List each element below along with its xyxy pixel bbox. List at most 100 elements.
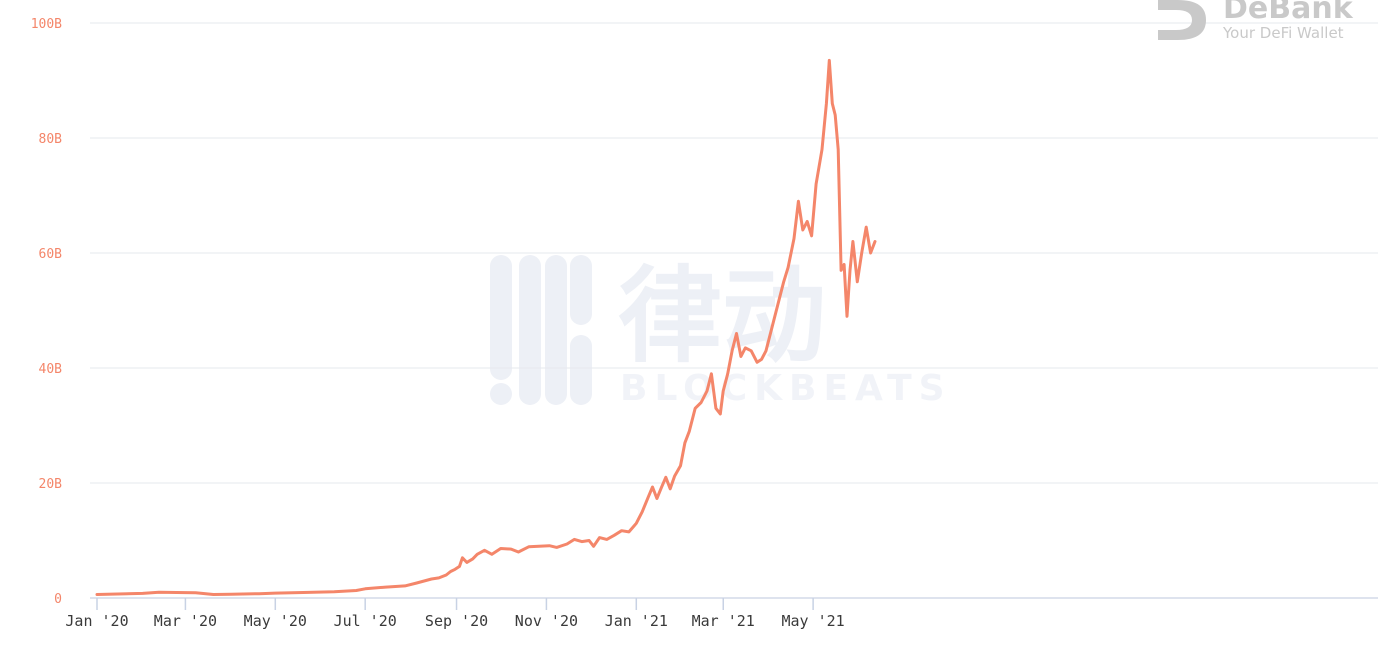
data-point bbox=[333, 590, 335, 592]
data-point bbox=[852, 240, 854, 242]
watermark-bar-2 bbox=[519, 255, 541, 405]
data-point bbox=[355, 589, 357, 591]
data-point bbox=[710, 373, 712, 375]
data-point bbox=[740, 355, 742, 357]
data-point bbox=[96, 593, 98, 595]
data-point bbox=[849, 269, 851, 271]
x-tick-label: Mar '20 bbox=[154, 612, 217, 630]
data-point bbox=[430, 578, 432, 580]
data-point bbox=[793, 237, 795, 239]
data-point bbox=[771, 327, 773, 329]
data-point bbox=[810, 235, 812, 237]
data-point bbox=[445, 574, 447, 576]
data-point bbox=[673, 475, 675, 477]
x-tick-label: Jul '20 bbox=[334, 612, 397, 630]
data-point bbox=[856, 281, 858, 283]
data-point bbox=[782, 281, 784, 283]
data-point bbox=[449, 570, 451, 572]
data-point bbox=[787, 266, 789, 268]
data-point bbox=[735, 332, 737, 334]
data-point bbox=[404, 585, 406, 587]
data-point bbox=[797, 200, 799, 202]
data-point bbox=[706, 390, 708, 392]
data-point bbox=[175, 591, 177, 593]
data-point bbox=[719, 413, 721, 415]
data-point bbox=[806, 220, 808, 222]
data-point bbox=[731, 350, 733, 352]
x-tick-label: Jan '20 bbox=[65, 612, 128, 630]
data-point bbox=[461, 557, 463, 559]
data-point bbox=[141, 592, 143, 594]
data-point bbox=[548, 544, 550, 546]
data-point bbox=[843, 263, 845, 265]
data-point bbox=[647, 496, 649, 498]
data-point bbox=[483, 549, 485, 551]
data-point bbox=[656, 497, 658, 499]
data-point bbox=[458, 565, 460, 567]
data-point bbox=[834, 114, 836, 116]
debank-logo-mark bbox=[1158, 0, 1206, 40]
data-point bbox=[700, 401, 702, 403]
data-point bbox=[815, 183, 817, 185]
data-point bbox=[195, 592, 197, 594]
data-point bbox=[837, 148, 839, 150]
data-point bbox=[669, 488, 671, 490]
data-point bbox=[760, 358, 762, 360]
data-point bbox=[679, 465, 681, 467]
x-tick-label: May '20 bbox=[244, 612, 307, 630]
data-point bbox=[230, 593, 232, 595]
data-point bbox=[510, 548, 512, 550]
y-tick-label: 60B bbox=[39, 247, 63, 262]
data-point bbox=[628, 531, 630, 533]
data-point bbox=[538, 545, 540, 547]
data-point bbox=[694, 407, 696, 409]
x-tick-label: Mar '21 bbox=[692, 612, 755, 630]
data-point bbox=[744, 347, 746, 349]
watermark-en-text: BLOCKBEATS bbox=[620, 368, 952, 409]
tvl-series-line bbox=[95, 58, 877, 596]
x-tick-label: May '21 bbox=[782, 612, 845, 630]
data-point bbox=[688, 430, 690, 432]
x-axis: Jan '20 Mar '20 May '20 Jul '20 Sep '20 Nov '… bbox=[65, 597, 1378, 630]
data-point bbox=[466, 561, 468, 563]
data-point bbox=[274, 592, 276, 594]
data-point bbox=[573, 538, 575, 540]
data-point bbox=[556, 546, 558, 548]
watermark-cn-text: 律动 bbox=[618, 255, 826, 377]
data-point bbox=[620, 530, 622, 532]
watermark-bar-3 bbox=[545, 255, 567, 405]
data-point bbox=[840, 269, 842, 271]
y-tick-label: 20B bbox=[39, 477, 63, 492]
data-point bbox=[517, 551, 519, 553]
y-tick-label: 80B bbox=[39, 132, 63, 147]
data-point bbox=[454, 568, 456, 570]
watermark-bar-4 bbox=[570, 255, 592, 325]
data-point bbox=[750, 350, 752, 352]
series-layer bbox=[95, 58, 877, 596]
debank-name: DeBank bbox=[1223, 0, 1354, 26]
data-point bbox=[476, 553, 478, 555]
data-point bbox=[861, 252, 863, 254]
debank-tagline: Your DeFi Wallet bbox=[1222, 24, 1344, 42]
data-point bbox=[528, 546, 530, 548]
data-point bbox=[802, 229, 804, 231]
y-tick-label: 0 bbox=[54, 592, 62, 607]
data-point bbox=[846, 315, 848, 317]
data-point bbox=[491, 553, 493, 555]
data-point bbox=[116, 593, 118, 595]
data-point bbox=[828, 59, 830, 61]
data-point bbox=[581, 540, 583, 542]
data-point bbox=[765, 350, 767, 352]
data-point bbox=[726, 373, 728, 375]
data-point bbox=[651, 486, 653, 488]
y-tick-label: 40B bbox=[39, 362, 63, 377]
data-point bbox=[592, 545, 594, 547]
data-point bbox=[416, 582, 418, 584]
data-point bbox=[660, 486, 662, 488]
data-point bbox=[302, 591, 304, 593]
data-point bbox=[756, 361, 758, 363]
watermark-blockbeats: 律动 BLOCKBEATS bbox=[490, 255, 952, 409]
data-point bbox=[722, 390, 724, 392]
data-point bbox=[438, 577, 440, 579]
data-point bbox=[364, 588, 366, 590]
